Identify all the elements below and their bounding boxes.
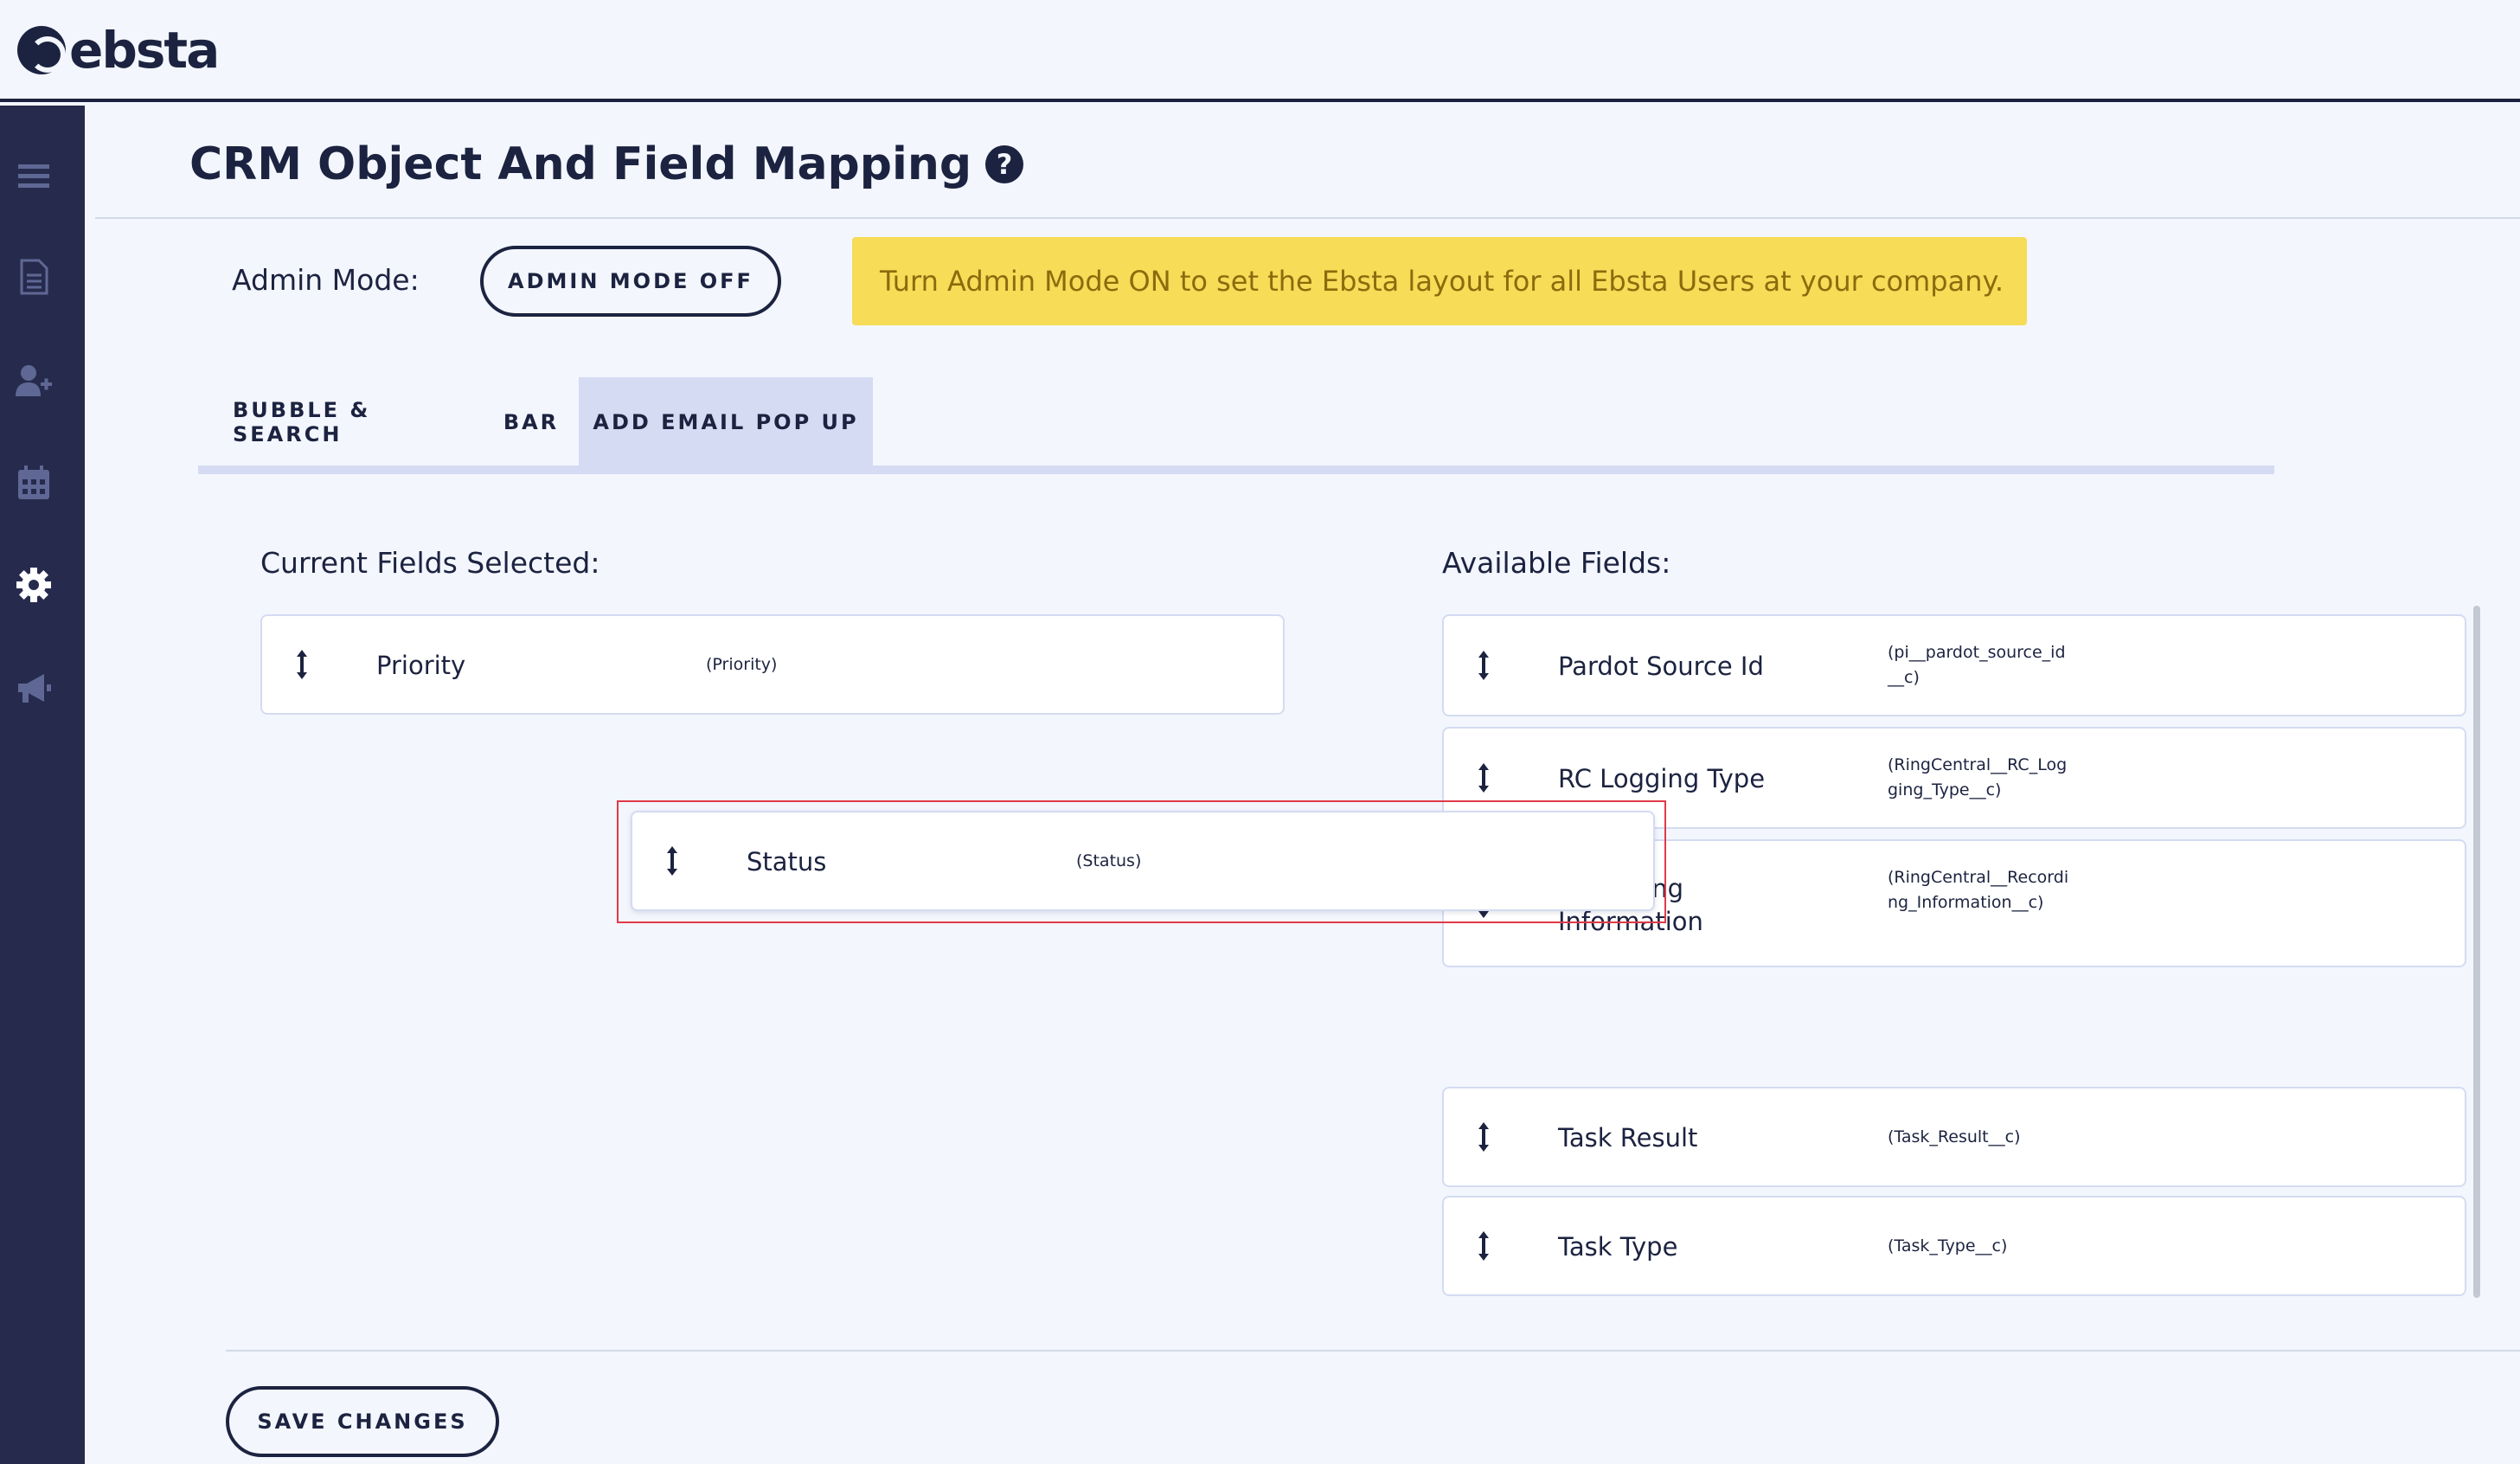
current-field-item[interactable]: Priority (Priority) <box>260 614 1285 715</box>
current-fields-label: Current Fields Selected: <box>260 546 600 580</box>
drag-handle-icon[interactable] <box>1475 762 1492 793</box>
calendar-icon[interactable] <box>15 464 53 502</box>
drag-handle-icon[interactable] <box>293 649 311 680</box>
add-user-icon[interactable] <box>15 362 53 400</box>
footer-divider <box>226 1350 2520 1352</box>
drag-handle-icon[interactable] <box>664 845 681 876</box>
field-name: Pardot Source Id <box>1558 652 1764 681</box>
tab-bar-settings[interactable]: BAR <box>503 410 560 434</box>
field-api-name: (pi__pardot_source_id__c) <box>1888 643 2066 687</box>
available-field-item[interactable]: Pardot Source Id (pi__pardot_source_id__… <box>1442 614 2466 716</box>
available-field-item[interactable]: Task Type (Task_Type__c) <box>1442 1196 2466 1296</box>
tab-bubble-search[interactable]: BUBBLE & SEARCH <box>233 398 371 446</box>
top-bar: ebsta <box>0 0 2520 102</box>
field-api-name: (Task_Result__c) <box>1888 1127 2021 1146</box>
field-name: Task Type <box>1558 1232 1678 1262</box>
admin-mode-toggle-button[interactable]: ADMIN MODE OFF <box>480 246 781 317</box>
field-name: Task Result <box>1558 1123 1698 1153</box>
field-api-name: (RingCentral__RC_Logging_Type__c) <box>1888 755 2068 799</box>
admin-mode-label: Admin Mode: <box>232 263 420 297</box>
page-title: CRM Object And Field Mapping ? <box>189 138 1024 190</box>
field-api-name: (Task_Type__c) <box>1888 1236 2008 1255</box>
available-fields-label: Available Fields: <box>1442 546 1671 580</box>
available-field-item[interactable]: Task Result (Task_Result__c) <box>1442 1087 2466 1187</box>
page-title-text: CRM Object And Field Mapping <box>189 138 972 190</box>
tab-bar: BUBBLE & SEARCH BAR ADD EMAIL POP UP <box>198 377 873 467</box>
logo-text: ebsta <box>69 21 220 80</box>
field-api-name: (Status) <box>1076 851 1142 870</box>
menu-icon[interactable] <box>15 157 53 196</box>
field-name: RC Logging Type <box>1558 764 1766 793</box>
document-icon[interactable] <box>15 258 53 296</box>
save-changes-button[interactable]: SAVE CHANGES <box>226 1386 499 1457</box>
logo-mark-icon <box>17 26 66 74</box>
tab-add-email-pop-up[interactable]: ADD EMAIL POP UP <box>579 377 873 467</box>
tab-underline <box>198 466 2274 474</box>
available-fields-scrollbar[interactable] <box>2473 606 2480 1298</box>
drag-handle-icon[interactable] <box>1475 650 1492 681</box>
field-name: Status <box>747 847 827 876</box>
title-divider <box>95 217 2520 219</box>
ebsta-logo[interactable]: ebsta <box>17 16 220 85</box>
drag-highlight-outline <box>617 800 1666 923</box>
admin-mode-notice: Turn Admin Mode ON to set the Ebsta layo… <box>852 237 2027 325</box>
sidebar <box>0 106 85 1464</box>
gear-icon[interactable] <box>15 566 53 604</box>
field-api-name: (RingCentral__Recording_Information__c) <box>1888 868 2069 912</box>
drag-handle-icon[interactable] <box>1475 1230 1492 1262</box>
field-name: Priority <box>376 651 466 680</box>
megaphone-icon[interactable] <box>15 670 53 708</box>
field-api-name: (Priority) <box>706 655 778 674</box>
drag-handle-icon[interactable] <box>1475 1121 1492 1153</box>
help-icon[interactable]: ? <box>985 145 1024 183</box>
dragging-field-item[interactable]: Status (Status) <box>631 811 1655 911</box>
